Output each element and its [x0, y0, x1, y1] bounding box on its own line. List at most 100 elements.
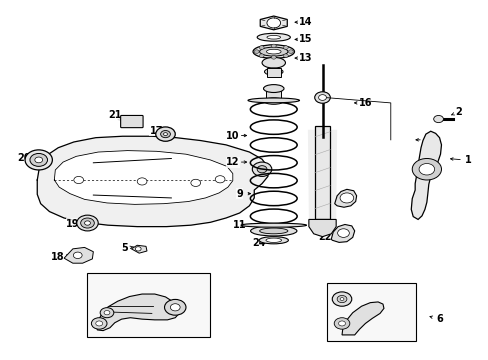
Text: 10: 10: [225, 131, 239, 140]
Ellipse shape: [262, 57, 285, 68]
Circle shape: [337, 229, 348, 237]
FancyBboxPatch shape: [121, 116, 143, 128]
Text: 2: 2: [455, 107, 462, 117]
Text: 8: 8: [425, 135, 431, 145]
Circle shape: [254, 50, 259, 53]
Circle shape: [271, 55, 276, 59]
Text: 7: 7: [352, 299, 359, 309]
Circle shape: [163, 133, 167, 135]
Circle shape: [156, 127, 175, 141]
Circle shape: [288, 50, 293, 53]
Polygon shape: [37, 136, 267, 226]
Circle shape: [339, 298, 343, 301]
Circle shape: [30, 153, 47, 166]
Ellipse shape: [250, 226, 296, 236]
Text: 6: 6: [435, 314, 442, 324]
Circle shape: [25, 150, 52, 170]
Ellipse shape: [252, 45, 294, 58]
Circle shape: [135, 247, 141, 251]
Ellipse shape: [259, 228, 287, 234]
Text: 11: 11: [232, 220, 246, 230]
Text: 18: 18: [51, 252, 65, 262]
Polygon shape: [97, 294, 179, 330]
Text: 14: 14: [299, 17, 312, 27]
Circle shape: [266, 18, 280, 28]
Circle shape: [333, 318, 349, 329]
Text: 9: 9: [236, 189, 243, 199]
Circle shape: [96, 321, 102, 326]
Circle shape: [73, 252, 82, 258]
Bar: [314, 126, 330, 220]
Ellipse shape: [266, 49, 281, 54]
Ellipse shape: [241, 223, 306, 227]
Circle shape: [160, 131, 170, 138]
Circle shape: [84, 221, 90, 225]
Circle shape: [271, 44, 276, 48]
Text: 8: 8: [425, 135, 431, 145]
Circle shape: [91, 318, 107, 329]
Text: 22: 22: [318, 232, 331, 242]
Ellipse shape: [257, 33, 290, 41]
Text: 17: 17: [150, 126, 163, 135]
Ellipse shape: [264, 68, 283, 75]
Circle shape: [338, 321, 345, 326]
Bar: [87, 273, 210, 337]
Bar: [266, 68, 280, 77]
Circle shape: [104, 311, 110, 315]
Circle shape: [74, 176, 83, 184]
Circle shape: [283, 54, 287, 58]
Circle shape: [259, 46, 264, 49]
Polygon shape: [330, 225, 354, 242]
Circle shape: [100, 308, 114, 318]
Text: 4: 4: [180, 313, 186, 323]
Ellipse shape: [266, 36, 280, 39]
Polygon shape: [410, 131, 441, 220]
Circle shape: [257, 166, 266, 173]
Circle shape: [411, 158, 441, 180]
Ellipse shape: [265, 238, 281, 242]
Text: 12: 12: [225, 157, 239, 167]
Circle shape: [318, 95, 326, 100]
Text: 3: 3: [118, 301, 125, 311]
Circle shape: [215, 176, 224, 183]
Ellipse shape: [264, 98, 283, 104]
Text: 5: 5: [122, 243, 128, 253]
Polygon shape: [334, 189, 356, 207]
Circle shape: [418, 163, 434, 175]
Circle shape: [252, 162, 271, 176]
Circle shape: [77, 215, 98, 231]
Polygon shape: [260, 16, 286, 30]
Circle shape: [190, 179, 200, 186]
Polygon shape: [341, 302, 383, 335]
Text: 16: 16: [358, 98, 371, 108]
Text: 21: 21: [108, 111, 122, 121]
Circle shape: [137, 178, 147, 185]
Ellipse shape: [259, 237, 288, 244]
Circle shape: [81, 218, 94, 228]
Circle shape: [331, 292, 351, 306]
Text: 15: 15: [299, 35, 312, 44]
Bar: [266, 90, 281, 101]
Ellipse shape: [263, 85, 284, 93]
Circle shape: [314, 92, 330, 103]
Polygon shape: [64, 247, 93, 263]
Polygon shape: [307, 130, 336, 220]
Polygon shape: [131, 245, 147, 253]
Text: 20: 20: [17, 153, 31, 163]
Polygon shape: [54, 150, 232, 204]
Circle shape: [336, 296, 346, 303]
Text: 23: 23: [322, 189, 335, 199]
Circle shape: [164, 300, 185, 315]
Text: 24: 24: [252, 238, 265, 248]
Polygon shape: [308, 220, 335, 237]
Circle shape: [259, 54, 264, 58]
Ellipse shape: [259, 47, 287, 56]
Circle shape: [339, 193, 353, 203]
Text: 1: 1: [465, 155, 471, 165]
Bar: [327, 283, 415, 341]
Circle shape: [170, 304, 180, 311]
Circle shape: [283, 46, 287, 49]
Circle shape: [35, 157, 42, 163]
Text: 13: 13: [299, 53, 312, 63]
Ellipse shape: [247, 98, 299, 103]
